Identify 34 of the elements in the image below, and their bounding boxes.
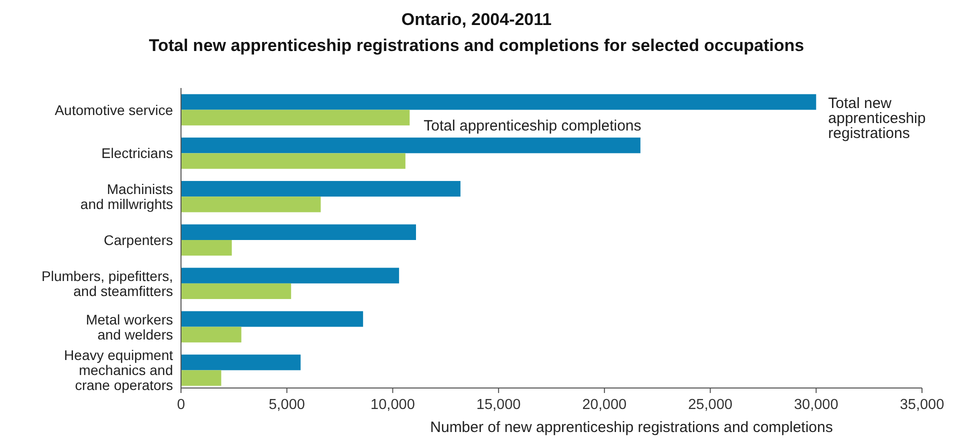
y-tick-label: Automotive service — [54, 102, 174, 118]
x-tick-label: 15,000 — [476, 397, 521, 413]
bar — [181, 268, 400, 284]
x-tick-label: 0 — [176, 397, 186, 413]
y-tick-label: Machinists and millwrights — [80, 181, 173, 212]
y-tick-label: Heavy equipment mechanics and crane operators — [64, 347, 174, 394]
bar — [181, 196, 321, 212]
x-axis-title: Number of new apprenticeship registrations and completions — [430, 419, 833, 436]
bar — [181, 311, 364, 327]
x-tick-label: 25,000 — [688, 397, 732, 413]
y-tick-label: Metal workers and welders — [86, 311, 173, 342]
x-tick-label: 30,000 — [794, 397, 838, 413]
bar — [181, 370, 222, 386]
y-tick-label: Carpenters — [104, 232, 173, 248]
bar — [181, 180, 460, 197]
x-tick-label: 20,000 — [582, 397, 627, 413]
chart-title: Ontario, 2004-2011 — [401, 10, 552, 29]
series-label: Total new apprenticeship registrations — [828, 95, 926, 142]
bar — [181, 283, 292, 300]
bar — [181, 224, 416, 240]
x-tick-label: 5,000 — [268, 397, 306, 413]
series-label: Total apprenticeship completions — [424, 117, 642, 134]
x-tick-label: 10,000 — [370, 397, 415, 413]
bar — [181, 326, 242, 342]
chart-subtitle: Total new apprenticeship registrations and completions for selected occupations — [148, 36, 804, 55]
y-tick-label: Electricians — [101, 145, 173, 162]
bar — [181, 94, 816, 110]
y-tick-label: Plumbers, pipefitters, and steamfitters — [42, 268, 173, 299]
bar — [181, 110, 410, 126]
bar — [181, 240, 232, 256]
bar — [181, 138, 640, 154]
bar — [181, 354, 301, 370]
bar — [181, 153, 406, 169]
x-tick-label: 35,000 — [900, 397, 944, 413]
